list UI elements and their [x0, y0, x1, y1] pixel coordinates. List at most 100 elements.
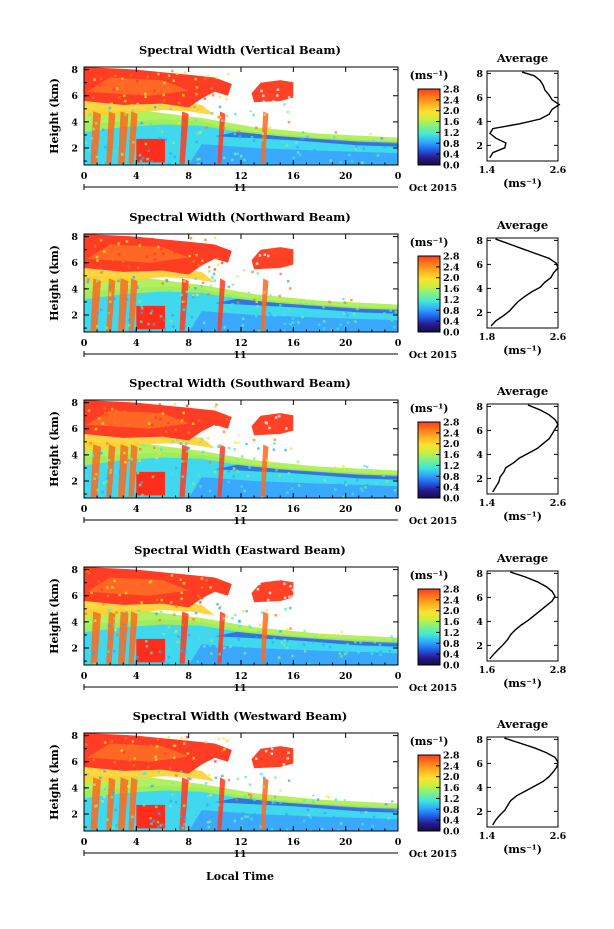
speckle — [266, 405, 270, 408]
plume — [106, 111, 116, 164]
colorbar-tick-label: 0.4 — [443, 816, 460, 827]
speckle — [243, 652, 247, 655]
speckle — [118, 593, 121, 597]
speckle — [169, 107, 172, 111]
speckle — [164, 430, 168, 433]
speckle — [288, 244, 292, 247]
speckle — [396, 481, 398, 484]
speckle — [113, 297, 116, 300]
speckle — [147, 149, 150, 152]
plume — [118, 444, 129, 497]
colorbar-tick-label: 2.4 — [443, 428, 460, 439]
avg-profile-point — [554, 428, 556, 430]
speckle — [252, 243, 256, 247]
speckle — [109, 285, 112, 288]
speckle — [147, 107, 150, 111]
speckle — [271, 801, 274, 804]
plume — [90, 111, 101, 164]
speckle — [224, 248, 228, 252]
avg-profile-point — [536, 447, 538, 449]
speckle — [179, 815, 183, 818]
speckle — [155, 745, 159, 748]
speckle — [100, 247, 103, 250]
speckle — [103, 407, 106, 410]
speckle — [173, 251, 176, 254]
colorbar-tick-label: 2.0 — [443, 606, 460, 617]
speckle — [111, 594, 114, 597]
speckle — [218, 95, 222, 99]
speckle — [281, 313, 285, 317]
speckle — [287, 751, 290, 754]
colorbar-tick-label: 0.8 — [443, 472, 460, 483]
speckle — [221, 615, 224, 618]
speckle — [204, 491, 207, 494]
colorbar — [417, 88, 441, 166]
speckle — [161, 282, 164, 285]
speckle — [287, 307, 291, 311]
x-tick-label: 0 — [395, 504, 402, 515]
plume — [118, 111, 129, 164]
speckle — [141, 493, 144, 497]
speckle — [132, 141, 135, 144]
avg-profile-point — [495, 320, 497, 322]
date-label: Oct 2015 — [409, 350, 457, 361]
speckle — [153, 89, 156, 93]
speckle — [373, 640, 377, 644]
speckle — [140, 121, 144, 125]
speckle — [255, 757, 258, 760]
plume — [118, 278, 129, 331]
colorbar-tick-label: 0.8 — [443, 306, 460, 317]
speckle — [385, 480, 389, 483]
speckle — [176, 640, 179, 644]
plume — [118, 611, 129, 664]
avg-profile-point — [527, 404, 530, 406]
speckle — [265, 609, 269, 612]
speckle — [175, 466, 178, 470]
speckle — [119, 770, 122, 773]
speckle — [157, 245, 160, 249]
speckle — [127, 282, 131, 286]
speckle — [182, 582, 186, 585]
speckle — [217, 737, 220, 741]
blue-band — [214, 298, 398, 314]
speckle — [184, 459, 187, 463]
speckle — [246, 590, 249, 594]
speckle — [200, 596, 204, 600]
speckle — [199, 485, 202, 488]
avg-profile-point — [548, 414, 550, 416]
speckle — [393, 325, 396, 329]
speckle — [114, 149, 117, 153]
avg-profile-point — [521, 71, 524, 73]
speckle — [366, 465, 369, 469]
speckle — [101, 800, 104, 803]
speckle — [110, 102, 113, 105]
speckle — [365, 483, 369, 487]
speckle — [101, 422, 105, 425]
speckle — [343, 312, 346, 315]
x-tick-label: 0 — [81, 338, 88, 349]
speckle — [154, 755, 157, 759]
speckle — [309, 829, 312, 831]
speckle — [157, 72, 160, 76]
speckle — [140, 601, 143, 604]
avg-profile-point — [557, 423, 559, 425]
speckle — [352, 312, 356, 316]
speckle — [244, 94, 247, 98]
avg-profile-point — [539, 80, 541, 82]
x-tick-label: 0 — [395, 171, 402, 182]
speckle — [172, 79, 175, 82]
speckle — [115, 611, 118, 614]
speckle — [275, 468, 278, 472]
speckle — [251, 270, 254, 274]
speckle — [209, 794, 212, 797]
colorbar — [417, 754, 441, 832]
speckle — [380, 137, 384, 140]
speckle — [179, 770, 183, 774]
avg-y-tick-label: 4 — [476, 450, 483, 461]
plume — [217, 111, 226, 164]
avg-profile-point — [551, 433, 553, 435]
avg-x-tick-label: 1.4 — [479, 498, 496, 509]
colorbar-tick-label: 1.2 — [443, 128, 460, 139]
avg-profile-point — [489, 132, 491, 134]
x-tick-label: 0 — [395, 671, 402, 682]
